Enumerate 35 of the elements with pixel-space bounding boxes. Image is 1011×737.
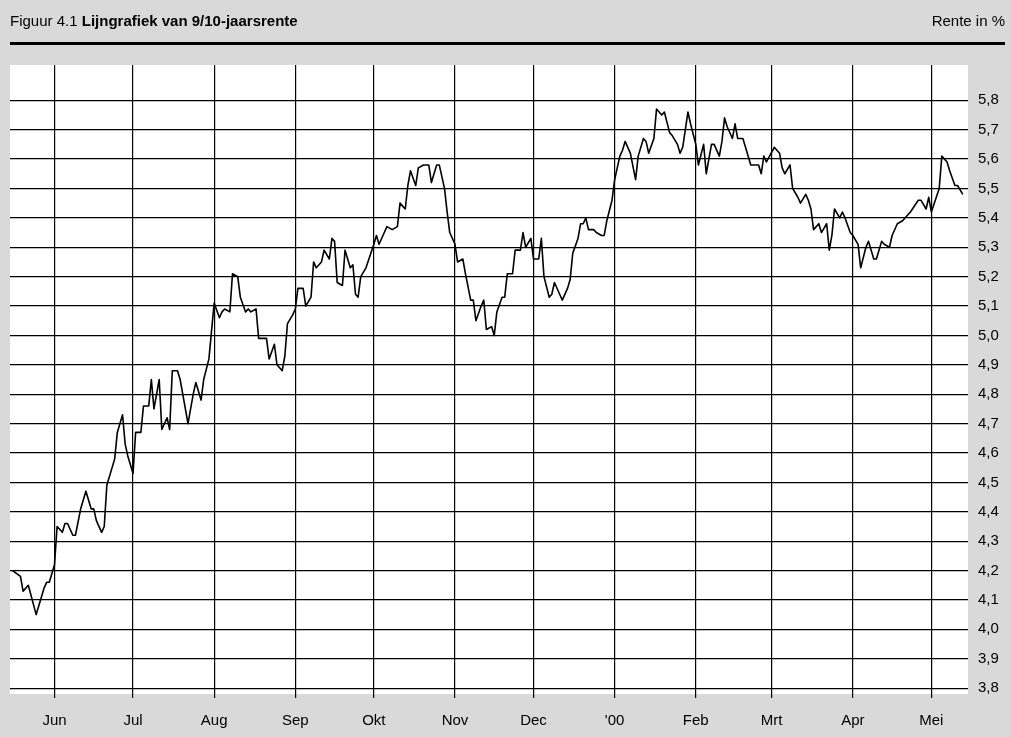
x-tick-label: Jul xyxy=(123,711,143,729)
x-tick-label: Feb xyxy=(682,711,709,729)
y-tick-label: 4,3 xyxy=(978,531,999,549)
y-tick-label: 4,5 xyxy=(978,472,999,490)
y-tick-label: 5,4 xyxy=(978,207,999,225)
y-tick-label: 5,5 xyxy=(978,178,999,196)
y-tick-label: 4,4 xyxy=(978,501,999,519)
y-tick-label: 3,8 xyxy=(978,678,999,696)
x-tick-label: Mei xyxy=(919,711,944,729)
x-tick-label: Apr xyxy=(841,711,865,729)
x-tick-label: Mrt xyxy=(760,711,784,729)
x-tick-label: Nov xyxy=(441,711,469,729)
y-tick-label: 5,1 xyxy=(978,296,999,314)
x-tick-label: Sep xyxy=(281,711,309,729)
y-tick-label: 3,9 xyxy=(978,648,999,666)
x-tick-label: Dec xyxy=(520,711,548,729)
y-tick-label: 5,3 xyxy=(978,237,999,255)
x-tick-label: Okt xyxy=(362,711,387,729)
y-tick-label: 5,8 xyxy=(978,90,999,108)
y-tick-label: 4,6 xyxy=(978,443,999,461)
y-tick-label: 5,6 xyxy=(978,149,999,167)
x-tick-label: Jun xyxy=(42,711,67,729)
y-tick-label: 4,9 xyxy=(978,354,999,372)
x-tick-label: Aug xyxy=(200,711,228,729)
y-tick-label: 5,2 xyxy=(978,266,999,284)
x-tick-label: '00 xyxy=(604,711,625,729)
y-tick-label: 5,0 xyxy=(978,325,999,343)
y-axis-title: Rente in % xyxy=(931,12,1005,29)
y-tick-label: 4,1 xyxy=(978,590,999,608)
y-tick-label: 5,7 xyxy=(978,119,999,137)
y-tick-label: 4,8 xyxy=(978,384,999,402)
y-tick-label: 4,7 xyxy=(978,413,999,431)
y-tick-label: 4,2 xyxy=(978,560,999,578)
chart-title: Figuur 4.1 Lijngrafiek van 9/10-jaarsrente xyxy=(10,12,298,29)
y-tick-label: 4,0 xyxy=(978,619,999,637)
